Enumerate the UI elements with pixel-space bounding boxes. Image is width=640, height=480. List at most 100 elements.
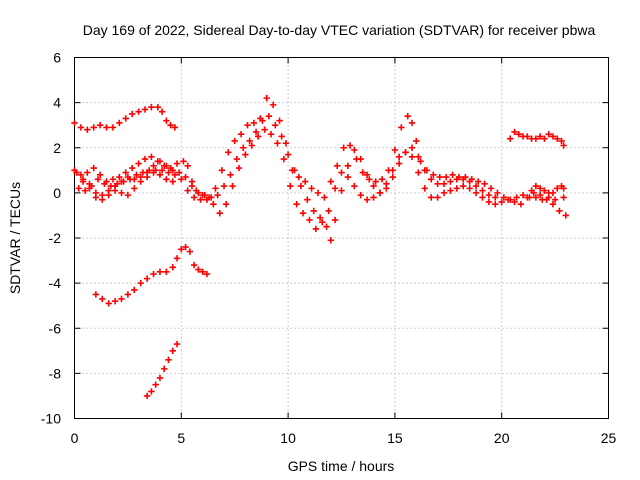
data-point	[137, 178, 144, 185]
data-point	[124, 291, 132, 298]
data-point	[195, 189, 202, 197]
data-point	[190, 194, 198, 201]
x-tick-label: 10	[280, 430, 296, 446]
data-point	[84, 126, 91, 133]
data-point	[128, 164, 136, 172]
data-point	[370, 194, 377, 201]
data-point	[148, 153, 155, 160]
data-point	[133, 171, 140, 179]
data-point	[398, 124, 405, 131]
data-point	[338, 169, 345, 176]
data-point	[171, 124, 179, 131]
data-point	[188, 182, 196, 190]
data-point	[434, 194, 441, 201]
data-point	[549, 133, 557, 140]
tick-labels: 0 5 10 15 20 25 -10 -8 -6 -4 -2 0 2 4 6	[41, 50, 617, 447]
data-point	[259, 117, 266, 124]
data-point	[545, 131, 552, 138]
data-point	[175, 169, 183, 176]
data-point	[203, 270, 211, 278]
data-point	[79, 178, 87, 185]
data-point	[558, 137, 565, 145]
data-point	[513, 194, 520, 201]
series-arc-a	[71, 94, 567, 203]
data-point	[94, 176, 102, 183]
data-point	[169, 264, 176, 271]
data-point	[357, 191, 364, 199]
data-point	[237, 131, 245, 138]
data-point	[267, 131, 275, 138]
x-tick-label: 25	[601, 430, 617, 446]
data-point	[122, 169, 129, 176]
data-point	[184, 187, 191, 194]
data-point	[524, 133, 531, 140]
data-point	[231, 137, 238, 145]
data-point	[331, 185, 339, 192]
data-point	[344, 162, 352, 169]
data-point	[363, 171, 371, 179]
data-point	[150, 270, 157, 278]
data-point	[560, 142, 567, 149]
data-point	[481, 180, 488, 188]
data-point	[190, 261, 198, 269]
data-point	[250, 119, 258, 127]
data-point	[440, 189, 448, 197]
data-point	[105, 191, 112, 199]
data-point	[344, 173, 352, 181]
data-point	[554, 185, 561, 192]
data-point	[378, 176, 386, 183]
data-point	[428, 176, 435, 183]
data-point	[301, 178, 309, 185]
data-point	[312, 225, 320, 233]
data-point	[122, 115, 129, 122]
data-point	[216, 209, 223, 217]
data-point	[248, 142, 255, 149]
data-point	[163, 162, 170, 169]
data-point	[500, 194, 508, 201]
data-point	[404, 112, 411, 120]
data-point	[460, 182, 467, 190]
data-point	[413, 137, 420, 145]
data-point	[494, 189, 501, 197]
data-point	[141, 155, 149, 163]
data-point	[109, 176, 117, 183]
data-point	[96, 121, 104, 129]
data-point	[182, 173, 189, 181]
data-point	[515, 131, 522, 138]
data-point	[152, 381, 159, 388]
data-point	[331, 216, 339, 224]
axis-ticks	[74, 57, 609, 419]
data-point	[325, 207, 332, 215]
y-tick-label: 6	[53, 50, 61, 66]
data-point	[492, 200, 499, 208]
data-point	[265, 112, 273, 120]
data-point	[549, 200, 557, 208]
data-marks	[71, 94, 569, 400]
data-point	[479, 187, 486, 194]
data-point	[389, 173, 396, 181]
data-point	[105, 300, 112, 307]
data-point	[554, 135, 561, 142]
data-point	[449, 171, 456, 179]
data-point	[327, 178, 335, 185]
data-point	[128, 110, 136, 118]
data-point	[118, 189, 125, 197]
y-tick-label: -6	[49, 320, 62, 336]
data-point	[532, 194, 540, 201]
data-point	[169, 167, 176, 174]
data-point	[148, 103, 155, 111]
data-point	[507, 135, 514, 142]
data-point	[240, 144, 247, 151]
data-point	[310, 207, 317, 215]
data-point	[163, 117, 170, 124]
data-point	[111, 297, 119, 305]
data-point	[150, 169, 157, 176]
data-point	[319, 219, 326, 226]
data-point	[453, 176, 461, 183]
data-point	[143, 173, 151, 181]
data-point	[282, 140, 290, 147]
data-point	[99, 196, 106, 203]
data-point	[389, 167, 396, 174]
data-point	[156, 268, 164, 276]
data-point	[111, 187, 119, 194]
